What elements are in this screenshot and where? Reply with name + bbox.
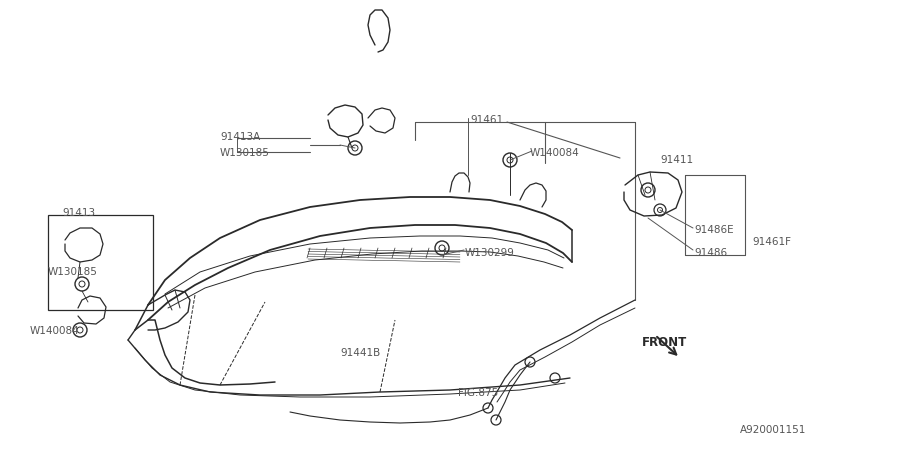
Text: W140084: W140084 bbox=[30, 326, 80, 336]
Text: 91413: 91413 bbox=[62, 208, 95, 218]
Text: 91461F: 91461F bbox=[752, 237, 791, 247]
Text: 91411: 91411 bbox=[660, 155, 693, 165]
Text: W130299: W130299 bbox=[465, 248, 515, 258]
Text: W140084: W140084 bbox=[530, 148, 580, 158]
Text: W130185: W130185 bbox=[220, 148, 270, 158]
Text: FIG.875: FIG.875 bbox=[458, 388, 499, 398]
Text: 91441B: 91441B bbox=[340, 348, 380, 358]
Text: W130185: W130185 bbox=[48, 267, 98, 277]
Text: FRONT: FRONT bbox=[642, 336, 688, 349]
Text: 91461: 91461 bbox=[470, 115, 503, 125]
Text: 91486E: 91486E bbox=[694, 225, 733, 235]
Text: 91486: 91486 bbox=[694, 248, 727, 258]
Bar bbox=[48, 215, 153, 310]
Text: A920001151: A920001151 bbox=[740, 425, 806, 435]
Text: 91413A: 91413A bbox=[220, 132, 260, 142]
